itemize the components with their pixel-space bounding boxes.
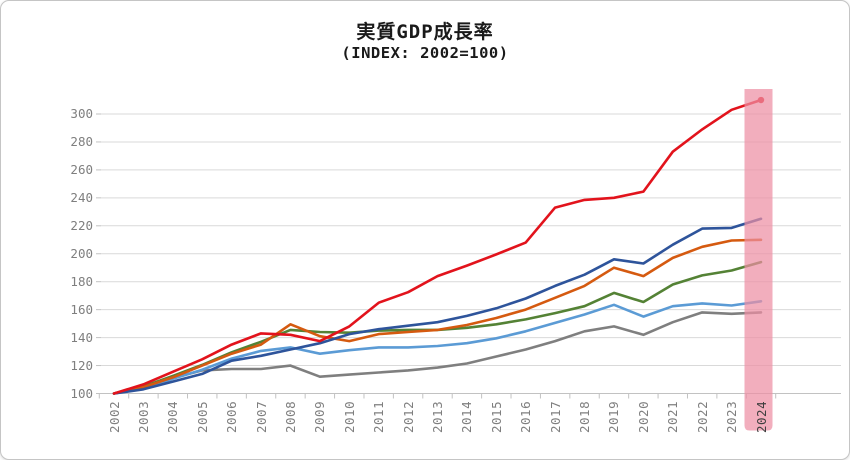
series-line-dark-blue (112, 217, 763, 395)
x-axis-label: 2017 (547, 400, 563, 433)
x-axis-label: 2023 (724, 400, 740, 433)
x-axis-label: 2020 (635, 400, 651, 433)
series-line-red (112, 98, 763, 395)
x-axis-label: 2009 (312, 400, 328, 433)
x-axis-label: 2018 (577, 400, 593, 433)
x-axis-label: 2011 (371, 400, 387, 433)
series-line-light-blue (112, 299, 763, 395)
x-axis-label: 2012 (400, 400, 416, 433)
y-axis-label: 180 (70, 273, 93, 289)
series-line-orange (112, 238, 763, 395)
y-axis-label: 200 (70, 245, 93, 261)
x-axis-label: 2014 (459, 400, 475, 433)
y-axis-label: 260 (70, 161, 93, 177)
chart-subtitle: (INDEX: 2002=100) (341, 44, 509, 62)
y-axis-label: 160 (70, 301, 93, 317)
x-axis-label: 2002 (106, 400, 122, 433)
x-axis-label: 2021 (665, 400, 681, 433)
chart-title: 実質GDP成長率 (356, 21, 494, 43)
x-axis-label: 2016 (518, 400, 534, 433)
x-axis-label: 2008 (282, 400, 298, 433)
x-axis-label: 2022 (694, 400, 710, 433)
x-axis-label: 2006 (224, 400, 240, 433)
y-axis-label: 300 (70, 106, 93, 121)
x-axis-label: 2004 (165, 400, 181, 433)
y-axis-label: 240 (70, 189, 93, 205)
x-axis-label: 2013 (430, 400, 445, 433)
x-axis-label: 2007 (253, 400, 269, 433)
x-axis-label: 2024 (753, 400, 769, 433)
y-axis-label: 140 (70, 329, 93, 345)
x-axis-label: 2003 (135, 400, 151, 433)
x-axis-label: 2005 (194, 400, 210, 433)
x-axis-label: 2010 (341, 400, 357, 433)
series-line-gray (112, 311, 763, 395)
x-axis-label: 2015 (488, 400, 504, 433)
y-axis-label: 280 (70, 133, 93, 149)
y-axis-label: 100 (70, 385, 93, 401)
highlight-band-2024 (744, 89, 773, 431)
y-axis-label: 220 (70, 217, 93, 233)
x-axis-label: 2019 (606, 400, 622, 433)
y-axis-label: 120 (70, 357, 93, 373)
